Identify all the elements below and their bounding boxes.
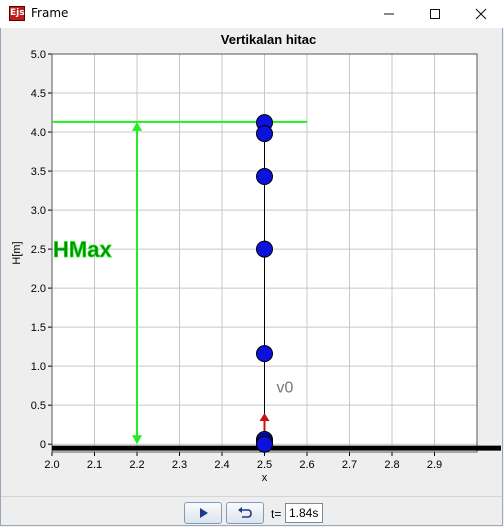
y-tick-label: 4.5 [31,88,46,100]
minimize-icon [383,8,395,20]
control-bar: t= 1.84s [1,496,503,526]
close-button[interactable] [458,0,504,28]
y-tick-label: 0 [40,439,46,451]
y-tick-label: 1.0 [31,361,46,373]
x-tick-label: 2.1 [87,459,102,471]
x-tick-label: 2.6 [299,459,314,471]
reset-button[interactable] [226,502,264,524]
y-tick-label: 5.0 [31,49,46,61]
chart-title: Vertikalan hitac [221,32,316,47]
y-tick-label: 3.0 [31,205,46,217]
x-axis-label: x [262,472,268,484]
x-tick-label: 2.0 [44,459,59,471]
trajectory-point [257,436,273,452]
minimize-button[interactable] [366,0,412,28]
velocity-label: v0 [277,379,294,396]
trajectory-point [257,126,273,142]
x-tick-label: 2.4 [214,459,229,471]
x-tick-label: 2.3 [172,459,187,471]
x-tick-label: 2.9 [427,459,442,471]
y-tick-label: 0.5 [31,400,46,412]
trajectory-chart: 2.0 2.1 2.2 2.3 2.4 2.5 2.6 2.7 2.8 2.9 0 0.5 1.0 1.5… [1,28,503,496]
y-tick-label: 1.5 [31,322,46,334]
y-tick-label: 4.0 [31,127,46,139]
reset-icon [237,506,253,520]
play-button[interactable] [184,502,222,524]
x-tick-label: 2.2 [129,459,144,471]
maximize-icon [429,8,441,20]
plot-panel: 2.0 2.1 2.2 2.3 2.4 2.5 2.6 2.7 2.8 2.9 0 0.5 1.0 1.5… [1,28,503,496]
y-axis-label: H[m] [11,241,23,264]
y-tick-label: 2.5 [31,244,46,256]
x-tick-label: 2.5 [257,459,272,471]
time-label: t= [271,507,281,521]
maximize-button[interactable] [412,0,458,28]
trajectory-point [257,241,273,257]
y-tick-label: 3.5 [31,166,46,178]
close-icon [475,8,487,20]
trajectory-point [257,169,273,185]
title-bar: Ejs Frame [0,0,504,28]
x-tick-label: 2.8 [384,459,399,471]
y-tick-label: 2.0 [31,283,46,295]
window-title: Frame [31,6,68,20]
app-icon: Ejs [9,6,25,21]
trajectory-point [257,346,273,362]
x-tick-label: 2.7 [342,459,357,471]
hmax-label: HMax [53,237,112,262]
time-field[interactable]: 1.84s [285,503,323,523]
play-icon [196,506,210,520]
